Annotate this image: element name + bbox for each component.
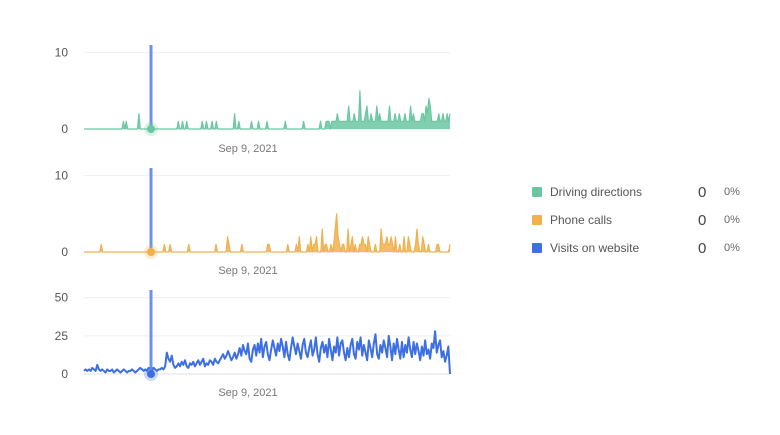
legend-label: Visits on website bbox=[550, 241, 640, 255]
hover-date-label: Sep 9, 2021 bbox=[218, 143, 277, 155]
series-line-website bbox=[83, 330, 451, 375]
legend-percent: 0% bbox=[724, 214, 740, 226]
legend-swatch-phone-calls bbox=[532, 215, 542, 225]
y-tick-label: 10 bbox=[55, 169, 69, 183]
legend: Driving directions 0 0% Phone calls 0 0%… bbox=[532, 178, 752, 262]
legend-count: 0 bbox=[698, 239, 707, 257]
y-tick-label: 0 bbox=[61, 122, 68, 136]
series-line-phone bbox=[84, 213, 451, 253]
hover-marker bbox=[147, 248, 155, 256]
y-tick-label: 10 bbox=[55, 46, 69, 60]
legend-swatch-visits-on-website bbox=[532, 243, 542, 253]
legend-count: 0 bbox=[698, 211, 707, 229]
legend-percent: 0% bbox=[724, 186, 740, 198]
driving-directions-chart: 0 10 Sep 9, 2021 bbox=[55, 45, 451, 155]
legend-label: Driving directions bbox=[550, 185, 643, 199]
legend-count: 0 bbox=[698, 183, 707, 201]
legend-swatch-driving-directions bbox=[532, 187, 542, 197]
hover-marker bbox=[147, 125, 155, 133]
hover-date-label: Sep 9, 2021 bbox=[218, 387, 277, 399]
hover-date-label: Sep 9, 2021 bbox=[218, 265, 277, 277]
legend-item-phone-calls[interactable]: Phone calls 0 0% bbox=[532, 206, 752, 234]
legend-label: Phone calls bbox=[550, 213, 613, 227]
series-line-driving bbox=[84, 90, 451, 130]
y-tick-label: 0 bbox=[61, 367, 68, 381]
website-visits-chart: 0 25 50 Sep 9, 2021 bbox=[55, 290, 451, 399]
legend-item-driving-directions[interactable]: Driving directions 0 0% bbox=[532, 178, 752, 206]
y-tick-label: 0 bbox=[61, 245, 68, 259]
legend-percent: 0% bbox=[724, 242, 740, 254]
hover-marker bbox=[147, 370, 155, 378]
y-tick-label: 25 bbox=[55, 329, 69, 343]
y-tick-label: 50 bbox=[55, 291, 69, 305]
phone-calls-chart: 0 10 Sep 9, 2021 bbox=[55, 168, 451, 277]
legend-item-visits-on-website[interactable]: Visits on website 0 0% bbox=[532, 234, 752, 262]
